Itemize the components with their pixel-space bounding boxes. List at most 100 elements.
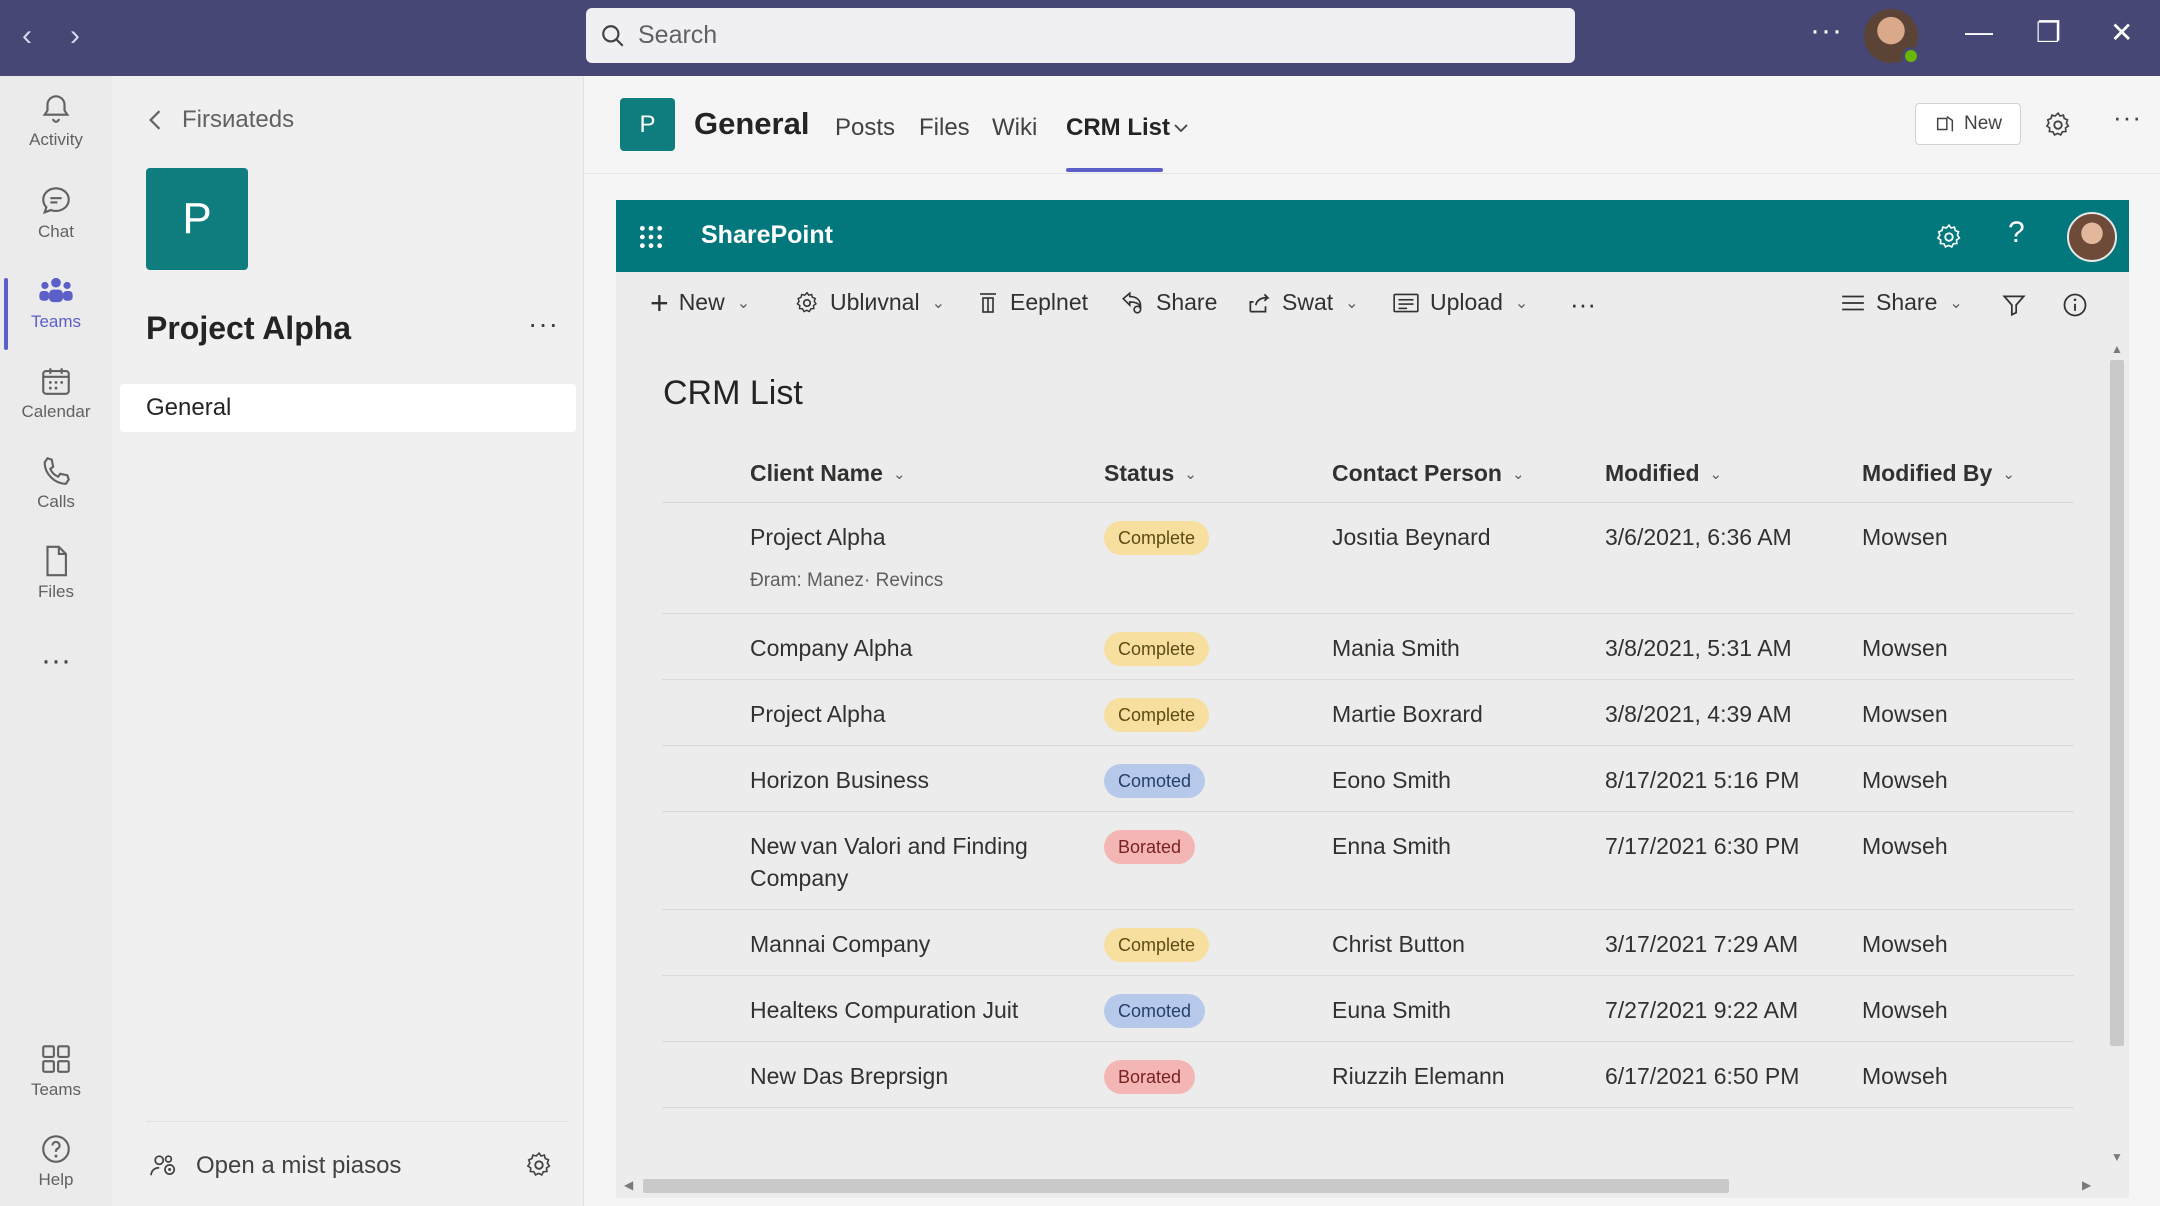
horizontal-scroll-thumb[interactable] [643,1179,1729,1193]
rail-item-apps[interactable]: Teams [0,1042,112,1100]
horizontal-scrollbar[interactable]: ◀ ▶ [616,1174,2105,1198]
header-more-options-icon[interactable]: ··· [2113,102,2142,132]
status-badge: Borated [1104,830,1196,864]
vertical-scroll-thumb[interactable] [2110,360,2124,1046]
chevron-down-icon: ⌄ [931,294,945,312]
file-icon [46,545,67,577]
rail-item-calendar[interactable]: Calendar [0,364,112,422]
table-row[interactable]: Horizon Business Comoted Eono Smith 8/17… [662,746,2074,812]
cell-modified-by: Mowsen [1862,701,1948,727]
app-launcher-icon[interactable] [638,224,664,250]
phone-icon [43,456,70,485]
chevron-down-icon[interactable] [1173,122,1189,134]
scroll-right-icon[interactable]: ▶ [2082,1178,2092,1192]
rail-label-calls: Calls [37,492,75,511]
chevron-down-icon: ⌄ [892,465,906,483]
column-header-modified[interactable]: Modified ⌄ [1605,460,1722,487]
app-rail: Activity Chat Teams Calendar Calls Files… [0,76,112,1206]
command-more-icon[interactable]: ··· [1570,289,1596,319]
cell-modified: 3/6/2021, 6:36 AM [1605,524,1792,550]
restore-icon[interactable]: ❐ [2036,17,2062,48]
upload-label: Upload [1430,289,1503,315]
rail-label-teams: Teams [30,312,82,331]
view-share-command[interactable]: Share ⌄ [1840,289,1963,316]
cell-client-name: Mannai Company [750,931,931,957]
back-to-teams-link[interactable]: Firsиаteds [146,106,294,134]
search-box[interactable] [586,8,1575,63]
upload-icon [1393,293,1419,312]
open-link[interactable]: Open a mist piasos [150,1152,401,1180]
table-row[interactable]: Healteкs Compuration Juit Comoted Euna S… [662,976,2074,1042]
channel-item-general[interactable]: General [120,384,576,432]
back-arrow-icon[interactable]: ‹ [22,19,32,52]
upload-menu-command[interactable]: Ublиvnal ⌄ [794,289,945,316]
rail-label-files: Files [38,582,74,601]
export-command[interactable]: Eeplnet [976,289,1088,316]
cell-modified-by: Mowseh [1862,931,1948,957]
rail-item-help[interactable]: Help [0,1132,112,1190]
user-avatar[interactable] [1864,9,1920,65]
rail-item-activity[interactable]: Activity [0,92,112,150]
settings-gear-icon[interactable] [2043,110,2073,140]
tab-posts[interactable]: Posts [835,114,896,141]
table-row[interactable]: Project Alpha Đram: Manez· Revincs Compl… [662,503,2074,614]
new-item-icon [1936,116,1954,132]
column-header-contact-person[interactable]: Contact Person ⌄ [1332,460,1525,487]
status-badge: Comoted [1104,994,1206,1028]
upload-menu-label: Ublиvnal [830,289,920,315]
column-header-modified-by[interactable]: Modified By ⌄ [1862,460,2015,487]
scroll-left-icon[interactable]: ◀ [624,1178,634,1192]
chevron-down-icon: ⌄ [1709,465,1723,483]
cell-client-name-line2: Company [750,865,849,891]
status-badge: Comoted [1104,764,1206,798]
new-button-label: New [1963,113,2002,134]
table-row[interactable]: Company Alpha Complete Mania Smith 3/8/2… [662,614,2074,680]
more-options-icon[interactable]: ··· [1810,14,1843,47]
sharepoint-frame: SharePoint ? + New ⌄ Ublиvnal ⌄ Eeplnet … [616,200,2129,1198]
cell-modified: 3/8/2021, 5:31 AM [1605,635,1792,661]
info-icon[interactable] [2061,291,2089,319]
column-header-client-name[interactable]: Client Name ⌄ [750,460,906,487]
scroll-up-icon[interactable]: ▲ [2111,342,2123,356]
sharepoint-title[interactable]: SharePoint [701,221,833,249]
forward-arrow-icon[interactable]: › [70,19,80,52]
sharepoint-user-avatar[interactable] [2067,212,2117,262]
close-icon[interactable]: ✕ [2110,17,2134,48]
rail-item-chat[interactable]: Chat [0,184,112,242]
table-row[interactable]: Project Alpha Complete Martie Boxrard 3/… [662,680,2074,746]
filter-icon[interactable] [2000,292,2028,318]
cell-contact-person: Riuzzih Elemann [1332,1063,1505,1089]
new-button[interactable]: New [1915,103,2021,145]
new-command[interactable]: + New ⌄ [650,287,751,319]
view-share-label: Share [1876,289,1938,315]
table-row[interactable]: New van Valori and Finding Company Borat… [662,812,2074,910]
team-name: Project Alpha [146,310,352,346]
chevron-down-icon: ⌄ [736,294,751,312]
status-badge: Complete [1104,632,1210,666]
minimize-icon[interactable]: — [1965,16,1993,47]
swat-command[interactable]: Swat ⌄ [1246,289,1359,316]
chevron-down-icon: ⌄ [1511,465,1525,483]
cell-modified-by: Mowseh [1862,767,1948,793]
upload-command[interactable]: Upload ⌄ [1392,289,1528,316]
column-header-status[interactable]: Status ⌄ [1104,460,1197,487]
gear-icon[interactable] [524,1150,554,1180]
rail-more-icon[interactable]: ··· [41,644,71,677]
table-row[interactable]: Mannai Company Complete Christ Buttоn 3/… [662,910,2074,976]
status-badge: Complete [1104,698,1210,732]
team-more-options-icon[interactable]: ··· [528,308,559,339]
vertical-scrollbar[interactable]: ▲ ▼ [2105,336,2129,1172]
table-row[interactable]: New Das Breprsign Borated Riuzzih Eleman… [662,1042,2074,1108]
search-input[interactable] [638,21,1518,50]
help-question-icon[interactable]: ? [2008,216,2025,249]
scroll-down-icon[interactable]: ▼ [2111,1150,2123,1164]
share-command[interactable]: Share [1120,289,1217,316]
rail-item-teams[interactable]: Teams [0,274,112,350]
rail-label-chat: Chat [38,222,74,241]
tab-wiki[interactable]: Wiki [992,114,1038,141]
tab-files[interactable]: Files [919,114,970,141]
rail-item-calls[interactable]: Calls [0,454,112,512]
rail-item-files[interactable]: Files [0,544,112,602]
sharepoint-settings-icon[interactable] [1934,222,1964,252]
tab-crm-list[interactable]: CRM List [1066,114,1170,141]
